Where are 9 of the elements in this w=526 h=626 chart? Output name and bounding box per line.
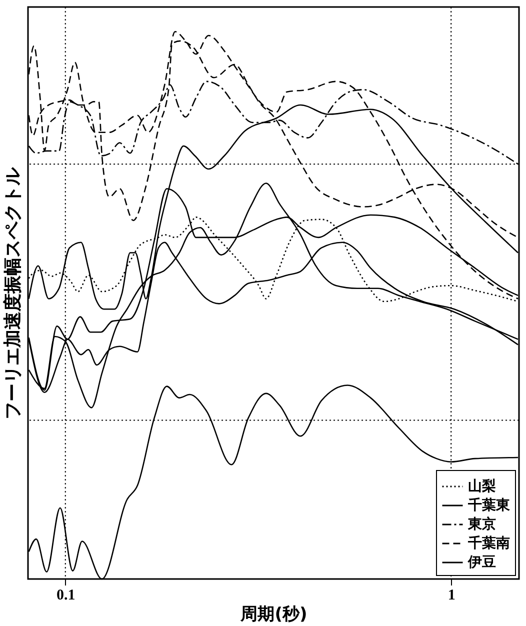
legend-label: 東京 <box>467 516 496 532</box>
y-axis-title: フーリエ加速度振幅スペクトル <box>2 166 24 420</box>
x-tick-label: 0.1 <box>56 588 76 604</box>
legend-label: 千葉東 <box>467 496 511 514</box>
x-tick-label: 1 <box>448 588 456 604</box>
x-axis-title: 周期(秒) <box>240 604 308 624</box>
legend-label: 山梨 <box>468 478 496 494</box>
legend-label: 伊豆 <box>467 554 496 570</box>
legend-label: 千葉南 <box>467 534 510 552</box>
